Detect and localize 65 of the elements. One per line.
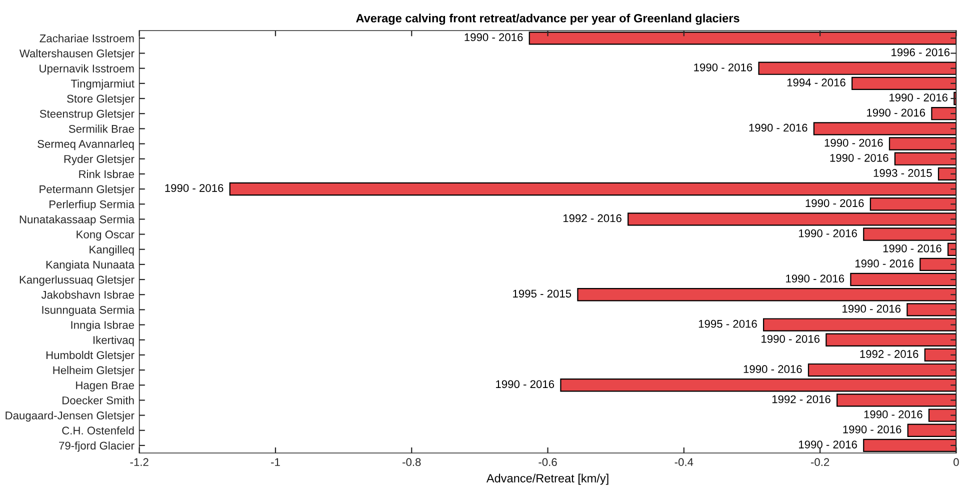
y-tick-label: Nunatakassaap Sermia: [20, 215, 134, 226]
y-tick-label: Sermilik Brae: [68, 124, 134, 133]
annotation: 1990 - 2016: [694, 63, 752, 72]
x-tick-label: -1: [271, 458, 280, 466]
y-tick-label: Kong Oscar: [76, 230, 134, 241]
y-tick-label: Petermann Gletsjer: [40, 184, 134, 196]
annotation: 1990 - 2016: [464, 33, 523, 42]
y-tick-label: Kangilleq: [90, 245, 134, 256]
annotation: 1994 - 2016: [787, 78, 846, 86]
annotation: 1990 - 2016: [867, 108, 926, 117]
y-tick-label: Rink Isbrae: [79, 170, 134, 178]
y-tick-label: Helheim Gletsjer: [53, 366, 134, 376]
x-tick-label: -0.4: [674, 458, 694, 466]
annotation: 1992 - 2016: [860, 350, 918, 358]
y-tick-label: Humboldt Gletsjer: [46, 350, 134, 362]
y-tick-label: Tingmjarmiut: [70, 79, 134, 90]
annotation: 1990 - 2016: [806, 199, 864, 208]
y-tick-label: Waltershausen Gletsjer: [19, 49, 134, 60]
y-tick-label: Kangiata Nunaata: [46, 260, 134, 271]
annotation: 1993 - 2015: [874, 169, 932, 177]
annotation: 1996 - 2016: [892, 48, 950, 56]
annotation: 1990 - 2016: [744, 365, 802, 374]
y-tick-label: Upernavik Isstroem: [40, 64, 134, 75]
y-tick-label: Hagen Brae: [76, 382, 134, 392]
chart-title: Average calving front retreat/advance per year of Greenland glaciers: [356, 14, 740, 25]
y-tick-label: C.H. Ostenfeld: [62, 426, 134, 435]
annotation: 1990 - 2016: [890, 94, 948, 102]
y-tick-label: Isunnguata Sermia: [42, 306, 134, 316]
annotation: 1990 - 2016: [830, 154, 888, 162]
annotation: 1990 - 2016: [165, 184, 224, 192]
annotation: 1995 - 2015: [513, 290, 572, 298]
y-tick-label: Ikertivaq: [94, 336, 134, 346]
annotation: 1990 - 2016: [749, 124, 808, 132]
y-tick-label: Kangerlussuaq Gletsjer: [20, 276, 134, 286]
annotation: 1990 - 2016: [842, 304, 901, 313]
annotation: 1990 - 2016: [843, 425, 902, 434]
annotation: 1992 - 2016: [563, 214, 622, 222]
x-tick-label: -1.2: [130, 458, 148, 466]
y-tick-label: Doecker Smith: [62, 396, 134, 404]
y-tick-label: 79-fjord Glacier: [59, 441, 134, 452]
annotation: 1990 - 2016: [762, 334, 820, 343]
x-tick-label: 0: [954, 458, 959, 466]
y-tick-label: Sermeq Avannarleq: [38, 140, 134, 150]
y-tick-label: Perlerfiup Sermia: [50, 200, 134, 210]
annotation: 1990 - 2016: [798, 440, 857, 448]
annotation: 1990 - 2016: [824, 138, 883, 147]
y-tick-label: Ryder Gletsjer: [64, 154, 134, 166]
annotation: 1992 - 2016: [772, 395, 830, 404]
x-tick-label: -0.8: [402, 458, 421, 466]
x-axis-title: Advance/Retreat [km/y]: [486, 474, 608, 485]
y-tick-label: Inngia Isbrae: [71, 320, 134, 332]
annotation: 1990 - 2016: [798, 229, 857, 238]
x-tick-label: -0.2: [810, 458, 830, 466]
y-tick-label: Daugaard-Jensen Gletsjer: [6, 411, 134, 422]
annotation: 1990 - 2016: [864, 410, 922, 418]
y-tick-label: Zachariae Isstroem: [40, 34, 134, 42]
annotation: 1990 - 2016: [855, 260, 914, 268]
y-tick-label: Jakobshavn Isbrae: [41, 290, 134, 299]
annotation: 1990 - 2016: [496, 380, 554, 388]
annotation: 1990 - 2016: [786, 274, 844, 283]
y-tick-label: Steenstrup Gletsjer: [40, 110, 134, 120]
annotation: 1995 - 2016: [698, 320, 757, 328]
y-tick-label: Store Gletsjer: [67, 94, 134, 105]
x-tick-label: -0.6: [538, 458, 557, 466]
annotation: 1990 - 2016: [883, 244, 942, 252]
